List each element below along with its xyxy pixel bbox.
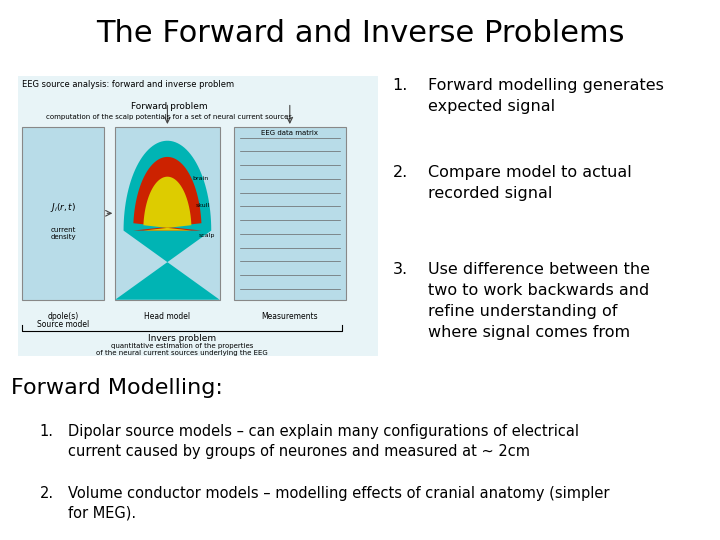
Text: Source model: Source model [37,320,89,329]
Text: 2.: 2. [40,486,54,501]
Text: 2.: 2. [392,165,408,180]
Text: Forward problem: Forward problem [131,102,207,111]
Text: skull: skull [196,203,210,208]
Text: 3.: 3. [392,262,408,277]
Text: current
density: current density [50,227,76,240]
Polygon shape [143,177,192,231]
Text: EEG source analysis: forward and inverse problem: EEG source analysis: forward and inverse… [22,80,234,89]
Bar [22,127,104,300]
Text: 1.: 1. [392,78,408,93]
Bar [115,127,220,300]
Text: The Forward and Inverse Problems: The Forward and Inverse Problems [96,19,624,48]
Text: Measurements: Measurements [261,312,318,321]
Text: of the neural current sources underlying the EEG: of the neural current sources underlying… [96,350,268,356]
Text: Forward modelling generates
expected signal: Forward modelling generates expected sig… [428,78,665,114]
Text: quantitative estimation of the properties: quantitative estimation of the propertie… [111,343,253,349]
Bar [234,127,346,300]
Text: Invers problem: Invers problem [148,334,216,343]
Text: Use difference between the
two to work backwards and
refine understanding of
whe: Use difference between the two to work b… [428,262,650,340]
Polygon shape [115,141,220,300]
Polygon shape [133,157,202,231]
Text: $J_i(r,t)$: $J_i(r,t)$ [50,201,76,214]
Text: brain: brain [193,176,209,181]
Text: Head model: Head model [144,312,191,321]
Bar [18,76,378,356]
Text: EEG data matrix: EEG data matrix [261,130,318,136]
Text: 1.: 1. [40,424,53,439]
Text: Dipolar source models – can explain many configurations of electrical
current ca: Dipolar source models – can explain many… [68,424,580,458]
Text: Volume conductor models – modelling effects of cranial anatomy (simpler
for MEG): Volume conductor models – modelling effe… [68,486,610,521]
Text: scalp: scalp [199,233,215,238]
Text: Forward Modelling:: Forward Modelling: [11,378,222,398]
Text: dpole(s): dpole(s) [48,312,78,321]
Text: Compare model to actual
recorded signal: Compare model to actual recorded signal [428,165,632,201]
Text: computation of the scalp potentials for a set of neural current sources: computation of the scalp potentials for … [46,114,292,120]
